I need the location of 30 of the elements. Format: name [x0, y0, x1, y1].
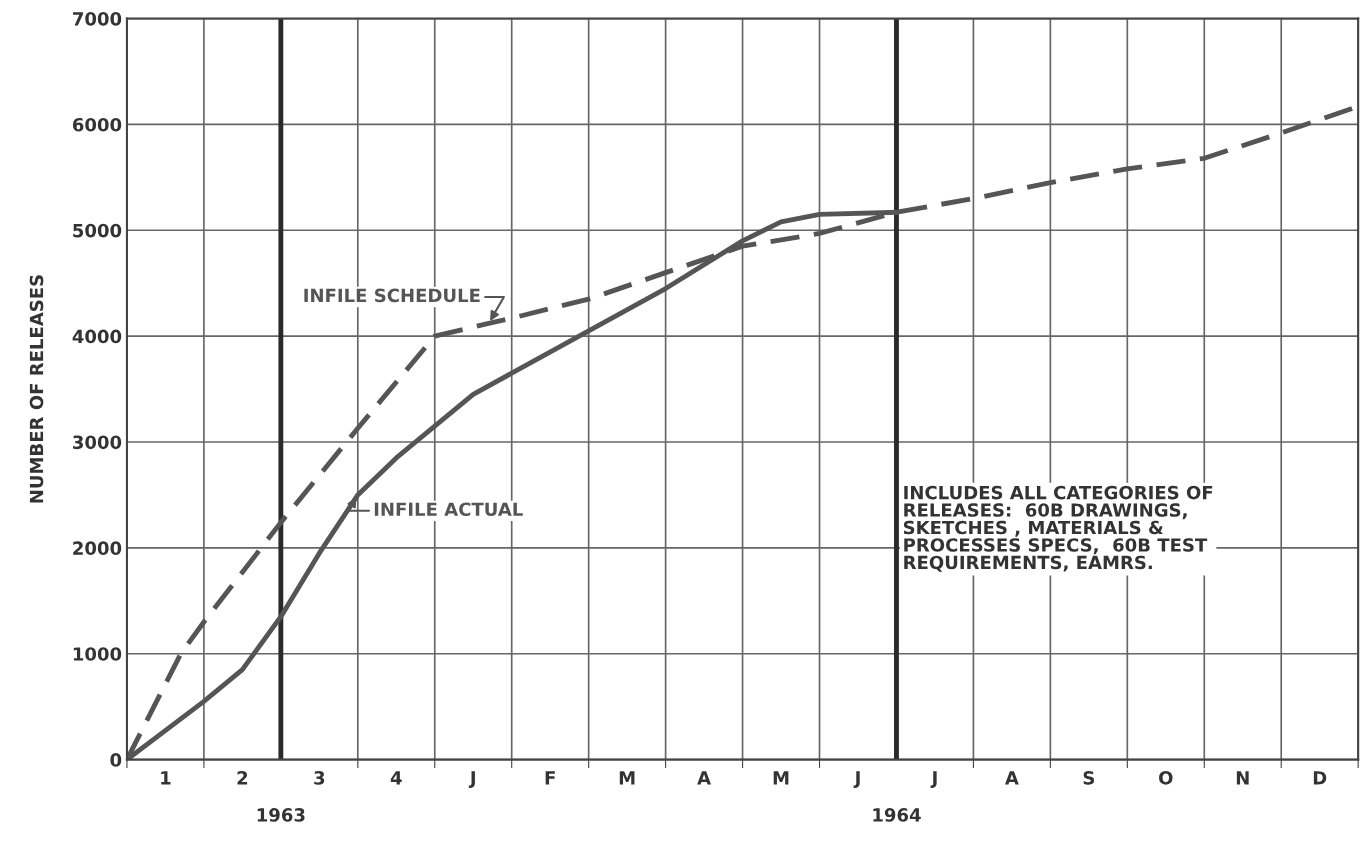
- text: 1963: [257, 808, 305, 822]
- y-tick-label: 2000: [73, 541, 122, 555]
- text: 1964: [873, 808, 921, 822]
- x-tick-label: O: [1159, 771, 1173, 785]
- x-tick-label: F: [545, 771, 555, 785]
- x-tick-label: M: [773, 771, 789, 785]
- y-tick-label: 5000: [73, 223, 122, 238]
- x-tick-label: 2: [237, 771, 248, 785]
- y-tick-label: 1000: [73, 647, 122, 661]
- x-tick-label: J: [853, 771, 860, 789]
- y-tick-label: 6000: [72, 117, 122, 132]
- x-tick-label: 4: [390, 771, 402, 785]
- y-tick-label: 7000: [73, 12, 122, 26]
- x-tick-label: D: [1313, 771, 1327, 785]
- x-tick-label: N: [1236, 771, 1249, 785]
- x-tick-label: S: [1083, 771, 1095, 785]
- y-tick-label: 0: [110, 753, 122, 767]
- legend-label: INFILE ACTUAL: [374, 502, 523, 517]
- y-tick-label: 4000: [72, 329, 122, 344]
- x-tick-label: A: [697, 771, 711, 785]
- annotation: INCLUDES ALL CATEGORIES OF RELEASES: 60B DRAWINGS, SKETCHES , MATERIALS & PROCESSES SPECS, 60B TEST REQUIREMENTS, EAMRS.: [903, 485, 1213, 572]
- x-tick-label: 3: [314, 771, 325, 785]
- y-tick-label: 3000: [73, 435, 122, 450]
- x-tick-label: J: [468, 771, 475, 789]
- x-tick-label: M: [619, 771, 635, 785]
- x-tick-label: J: [930, 771, 937, 789]
- series-label: INFILE SCHEDULE: [304, 288, 480, 303]
- y-axis-title: NUMBER OF RELEASES: [29, 275, 44, 503]
- x-tick-label: A: [1004, 771, 1019, 785]
- x-tick-label: 1: [161, 771, 171, 785]
